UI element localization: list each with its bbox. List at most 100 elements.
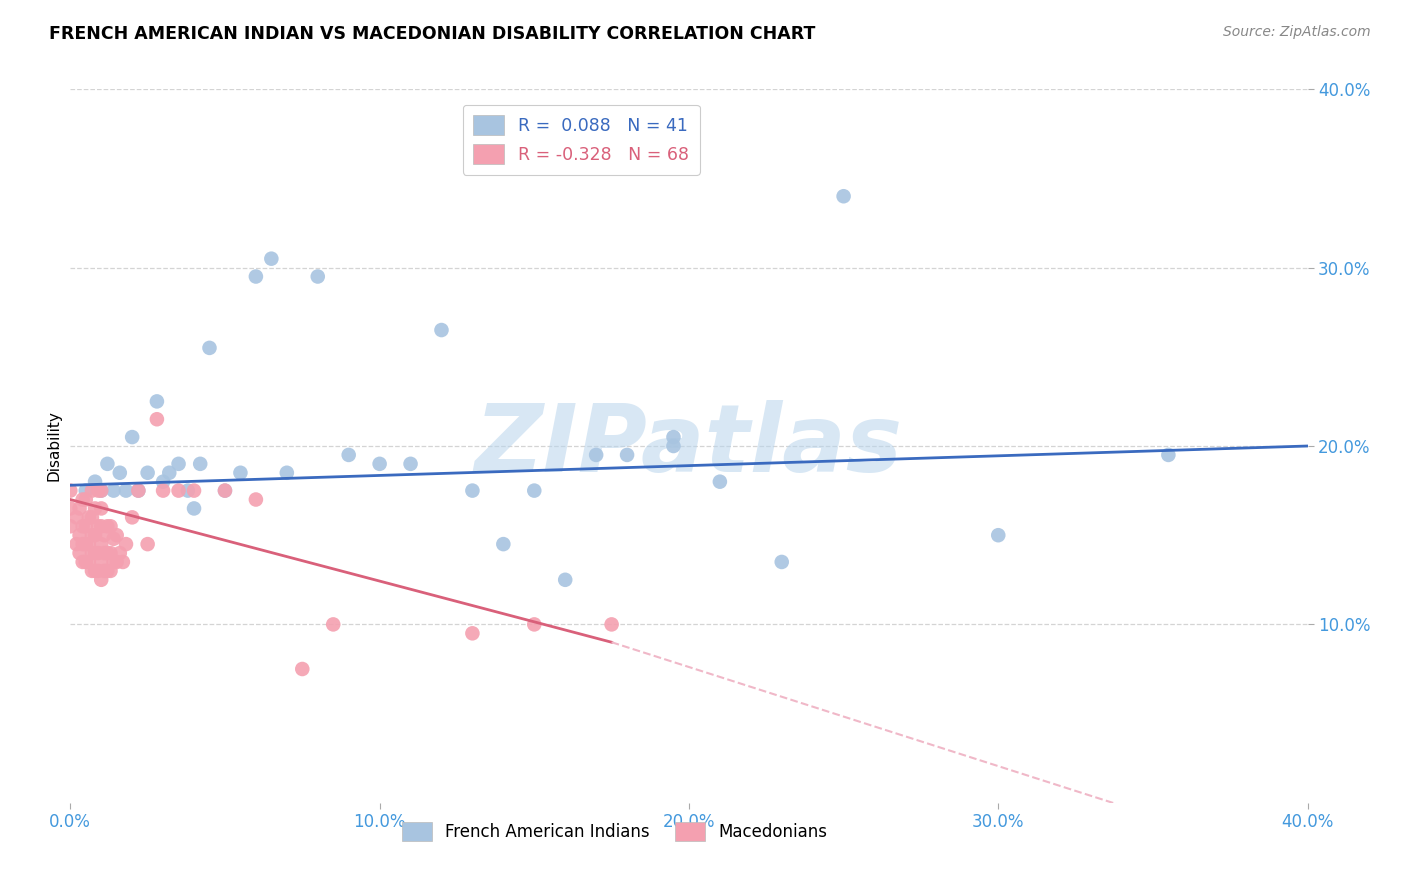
Point <box>80 510 103 524</box>
Point <box>616 448 638 462</box>
Point <box>87 564 110 578</box>
Point <box>59 519 82 533</box>
Point <box>523 617 546 632</box>
Text: ZIPatlas: ZIPatlas <box>475 400 903 492</box>
Point <box>84 564 107 578</box>
Point <box>69 528 91 542</box>
Point <box>461 483 484 498</box>
Point <box>84 501 107 516</box>
Point <box>307 269 329 284</box>
Point <box>77 555 100 569</box>
Point <box>585 448 607 462</box>
Point <box>93 564 115 578</box>
Point <box>177 483 200 498</box>
Point <box>115 483 138 498</box>
Point <box>146 394 169 409</box>
Point <box>245 269 267 284</box>
Point <box>105 555 128 569</box>
Point <box>770 555 793 569</box>
Point <box>69 546 91 560</box>
Point <box>121 430 143 444</box>
Point <box>100 564 122 578</box>
Point <box>987 528 1010 542</box>
Point <box>108 466 131 480</box>
Point <box>84 528 107 542</box>
Point <box>709 475 731 489</box>
Point <box>75 492 97 507</box>
Point <box>245 492 267 507</box>
Point <box>229 466 252 480</box>
Point <box>90 501 112 516</box>
Point <box>121 510 143 524</box>
Point <box>100 546 122 560</box>
Text: FRENCH AMERICAN INDIAN VS MACEDONIAN DISABILITY CORRELATION CHART: FRENCH AMERICAN INDIAN VS MACEDONIAN DIS… <box>49 25 815 43</box>
Point <box>100 519 122 533</box>
Point <box>77 537 100 551</box>
Point <box>492 537 515 551</box>
Point <box>337 448 360 462</box>
Point <box>65 537 87 551</box>
Point <box>291 662 314 676</box>
Point <box>105 528 128 542</box>
Point <box>80 564 103 578</box>
Point <box>152 483 174 498</box>
Y-axis label: Disability: Disability <box>46 410 62 482</box>
Point <box>103 483 125 498</box>
Point <box>72 537 94 551</box>
Point <box>115 537 138 551</box>
Point <box>96 457 118 471</box>
Point <box>72 492 94 507</box>
Point <box>554 573 576 587</box>
Point <box>127 483 149 498</box>
Point <box>146 412 169 426</box>
Point <box>80 483 103 498</box>
Point <box>90 573 112 587</box>
Point <box>80 528 103 542</box>
Point <box>260 252 283 266</box>
Point <box>75 537 97 551</box>
Point <box>167 483 190 498</box>
Point <box>59 483 82 498</box>
Point <box>90 483 112 498</box>
Legend: French American Indians, Macedonians: French American Indians, Macedonians <box>395 815 834 848</box>
Point <box>368 457 391 471</box>
Point <box>157 466 180 480</box>
Point <box>90 555 112 569</box>
Point <box>214 483 236 498</box>
Point <box>136 537 159 551</box>
Point <box>127 483 149 498</box>
Point <box>188 457 211 471</box>
Point <box>84 475 107 489</box>
Point <box>461 626 484 640</box>
Point <box>65 510 87 524</box>
Point <box>322 617 344 632</box>
Point <box>111 555 134 569</box>
Point <box>832 189 855 203</box>
Point <box>93 546 115 560</box>
Point <box>72 519 94 533</box>
Point <box>90 519 112 533</box>
Point <box>96 546 118 560</box>
Point <box>167 457 190 471</box>
Point <box>72 555 94 569</box>
Point <box>183 483 205 498</box>
Point <box>430 323 453 337</box>
Point <box>90 483 112 498</box>
Point <box>59 501 82 516</box>
Point <box>80 546 103 560</box>
Point <box>75 483 97 498</box>
Point <box>90 537 112 551</box>
Point <box>103 532 125 546</box>
Point <box>136 466 159 480</box>
Point <box>75 519 97 533</box>
Point <box>214 483 236 498</box>
Point <box>77 510 100 524</box>
Point <box>183 501 205 516</box>
Point <box>69 501 91 516</box>
Point <box>87 519 110 533</box>
Point <box>1157 448 1180 462</box>
Point <box>276 466 298 480</box>
Point <box>108 546 131 560</box>
Point <box>103 555 125 569</box>
Point <box>87 483 110 498</box>
